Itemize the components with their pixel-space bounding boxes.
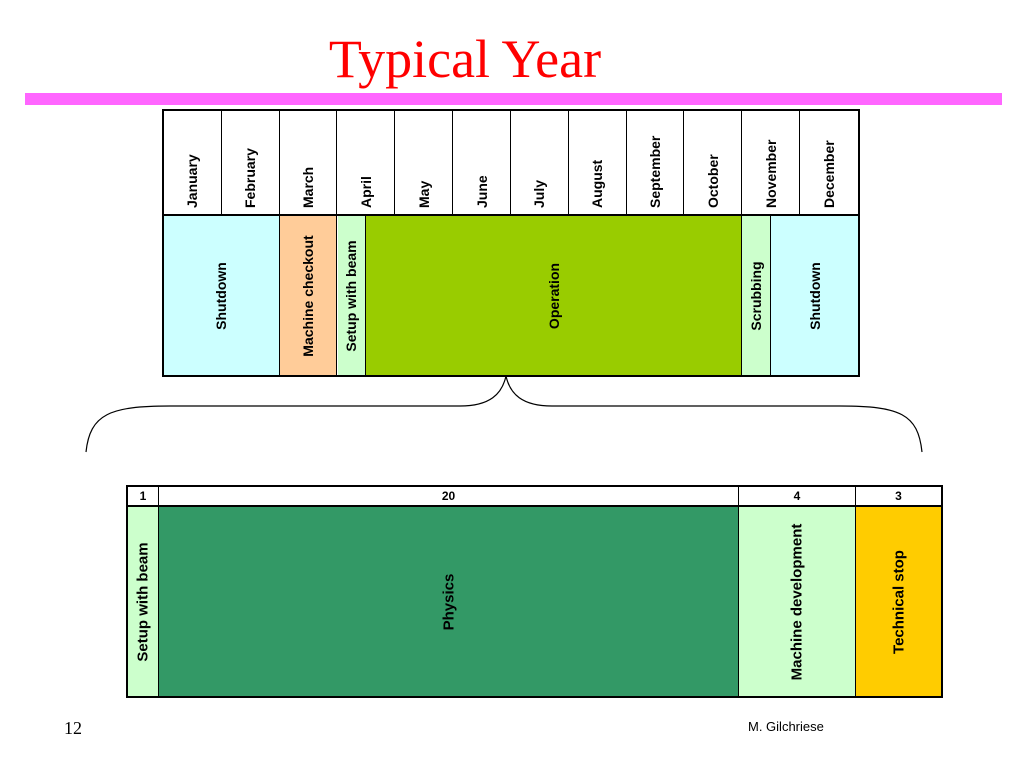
month-header-april: April bbox=[338, 111, 396, 214]
weeks-cell-machine-development: 4 bbox=[739, 487, 856, 505]
month-header-september: September bbox=[627, 111, 685, 214]
weeks-header-row: 1 20 4 3 bbox=[128, 487, 941, 507]
phase-label: Shutdown bbox=[213, 261, 230, 330]
month-header-october: October bbox=[685, 111, 743, 214]
phase-shutdown: Shutdown bbox=[164, 216, 280, 375]
activity-label: Machine development bbox=[788, 523, 806, 680]
page-number: 12 bbox=[64, 718, 82, 738]
year-schedule-table: January February March April May June July Augu… bbox=[162, 109, 860, 377]
month-label: March bbox=[300, 166, 317, 208]
slide-title: Typical Year bbox=[328, 29, 602, 89]
author-credit: M. Gilchriese bbox=[748, 719, 824, 734]
month-label: February bbox=[242, 148, 259, 208]
phase-label: Operation bbox=[545, 262, 562, 329]
month-header-november: November bbox=[742, 111, 801, 214]
activities-row: Setup with beam Physics Machine developmen… bbox=[128, 507, 941, 696]
month-header-august: August bbox=[569, 111, 627, 214]
month-label: August bbox=[589, 159, 606, 208]
phase-label: Machine checkout bbox=[300, 234, 317, 357]
weeks-cell-setup-with-beam: 1 bbox=[128, 487, 159, 505]
month-label: October bbox=[704, 154, 721, 208]
months-header-row: January February March April May June July Augu… bbox=[164, 111, 858, 214]
title-rule bbox=[25, 93, 1002, 105]
phase-scrubbing: Scrubbing bbox=[742, 216, 772, 375]
curly-brace-connector bbox=[85, 375, 923, 453]
month-label: May bbox=[415, 180, 432, 208]
phase-label: Shutdown bbox=[806, 261, 823, 330]
month-label: July bbox=[531, 179, 548, 208]
activity-technical-stop: Technical stop bbox=[856, 507, 941, 696]
phase-machine-checkout: Machine checkout bbox=[279, 216, 338, 375]
weeks-cell-physics: 20 bbox=[159, 487, 739, 505]
activity-physics: Physics bbox=[159, 507, 739, 696]
month-label: September bbox=[647, 135, 664, 208]
phase-label: Scrubbing bbox=[748, 260, 765, 331]
activity-machine-development: Machine development bbox=[739, 507, 856, 696]
month-header-march: March bbox=[280, 111, 338, 214]
month-header-may: May bbox=[395, 111, 454, 214]
month-label: November bbox=[762, 139, 779, 208]
phase-setup-with-beam: Setup with beam bbox=[337, 216, 367, 375]
activity-label: Physics bbox=[440, 573, 457, 630]
phase-label: Setup with beam bbox=[343, 239, 360, 352]
weeks-cell-technical-stop: 3 bbox=[895, 489, 902, 503]
month-header-january: January bbox=[164, 111, 222, 214]
month-label: June bbox=[473, 175, 490, 208]
activity-label: Technical stop bbox=[890, 549, 907, 654]
month-header-february: February bbox=[222, 111, 280, 214]
month-label: December bbox=[821, 140, 838, 208]
operation-breakdown-table: 1 20 4 3 Setup with beam Physics Machine deve… bbox=[126, 485, 943, 698]
month-header-june: June bbox=[453, 111, 511, 214]
month-header-december: December bbox=[800, 111, 858, 214]
year-phases-row: Shutdown Machine checkout Setup with beam O… bbox=[164, 214, 858, 375]
phase-operation: Operation bbox=[366, 216, 743, 375]
activity-label: Setup with beam bbox=[134, 541, 152, 662]
phase-shutdown: Shutdown bbox=[771, 216, 858, 375]
month-header-july: July bbox=[511, 111, 569, 214]
month-label: January bbox=[184, 154, 201, 208]
month-label: April bbox=[357, 176, 374, 208]
activity-setup-with-beam: Setup with beam bbox=[128, 507, 159, 696]
